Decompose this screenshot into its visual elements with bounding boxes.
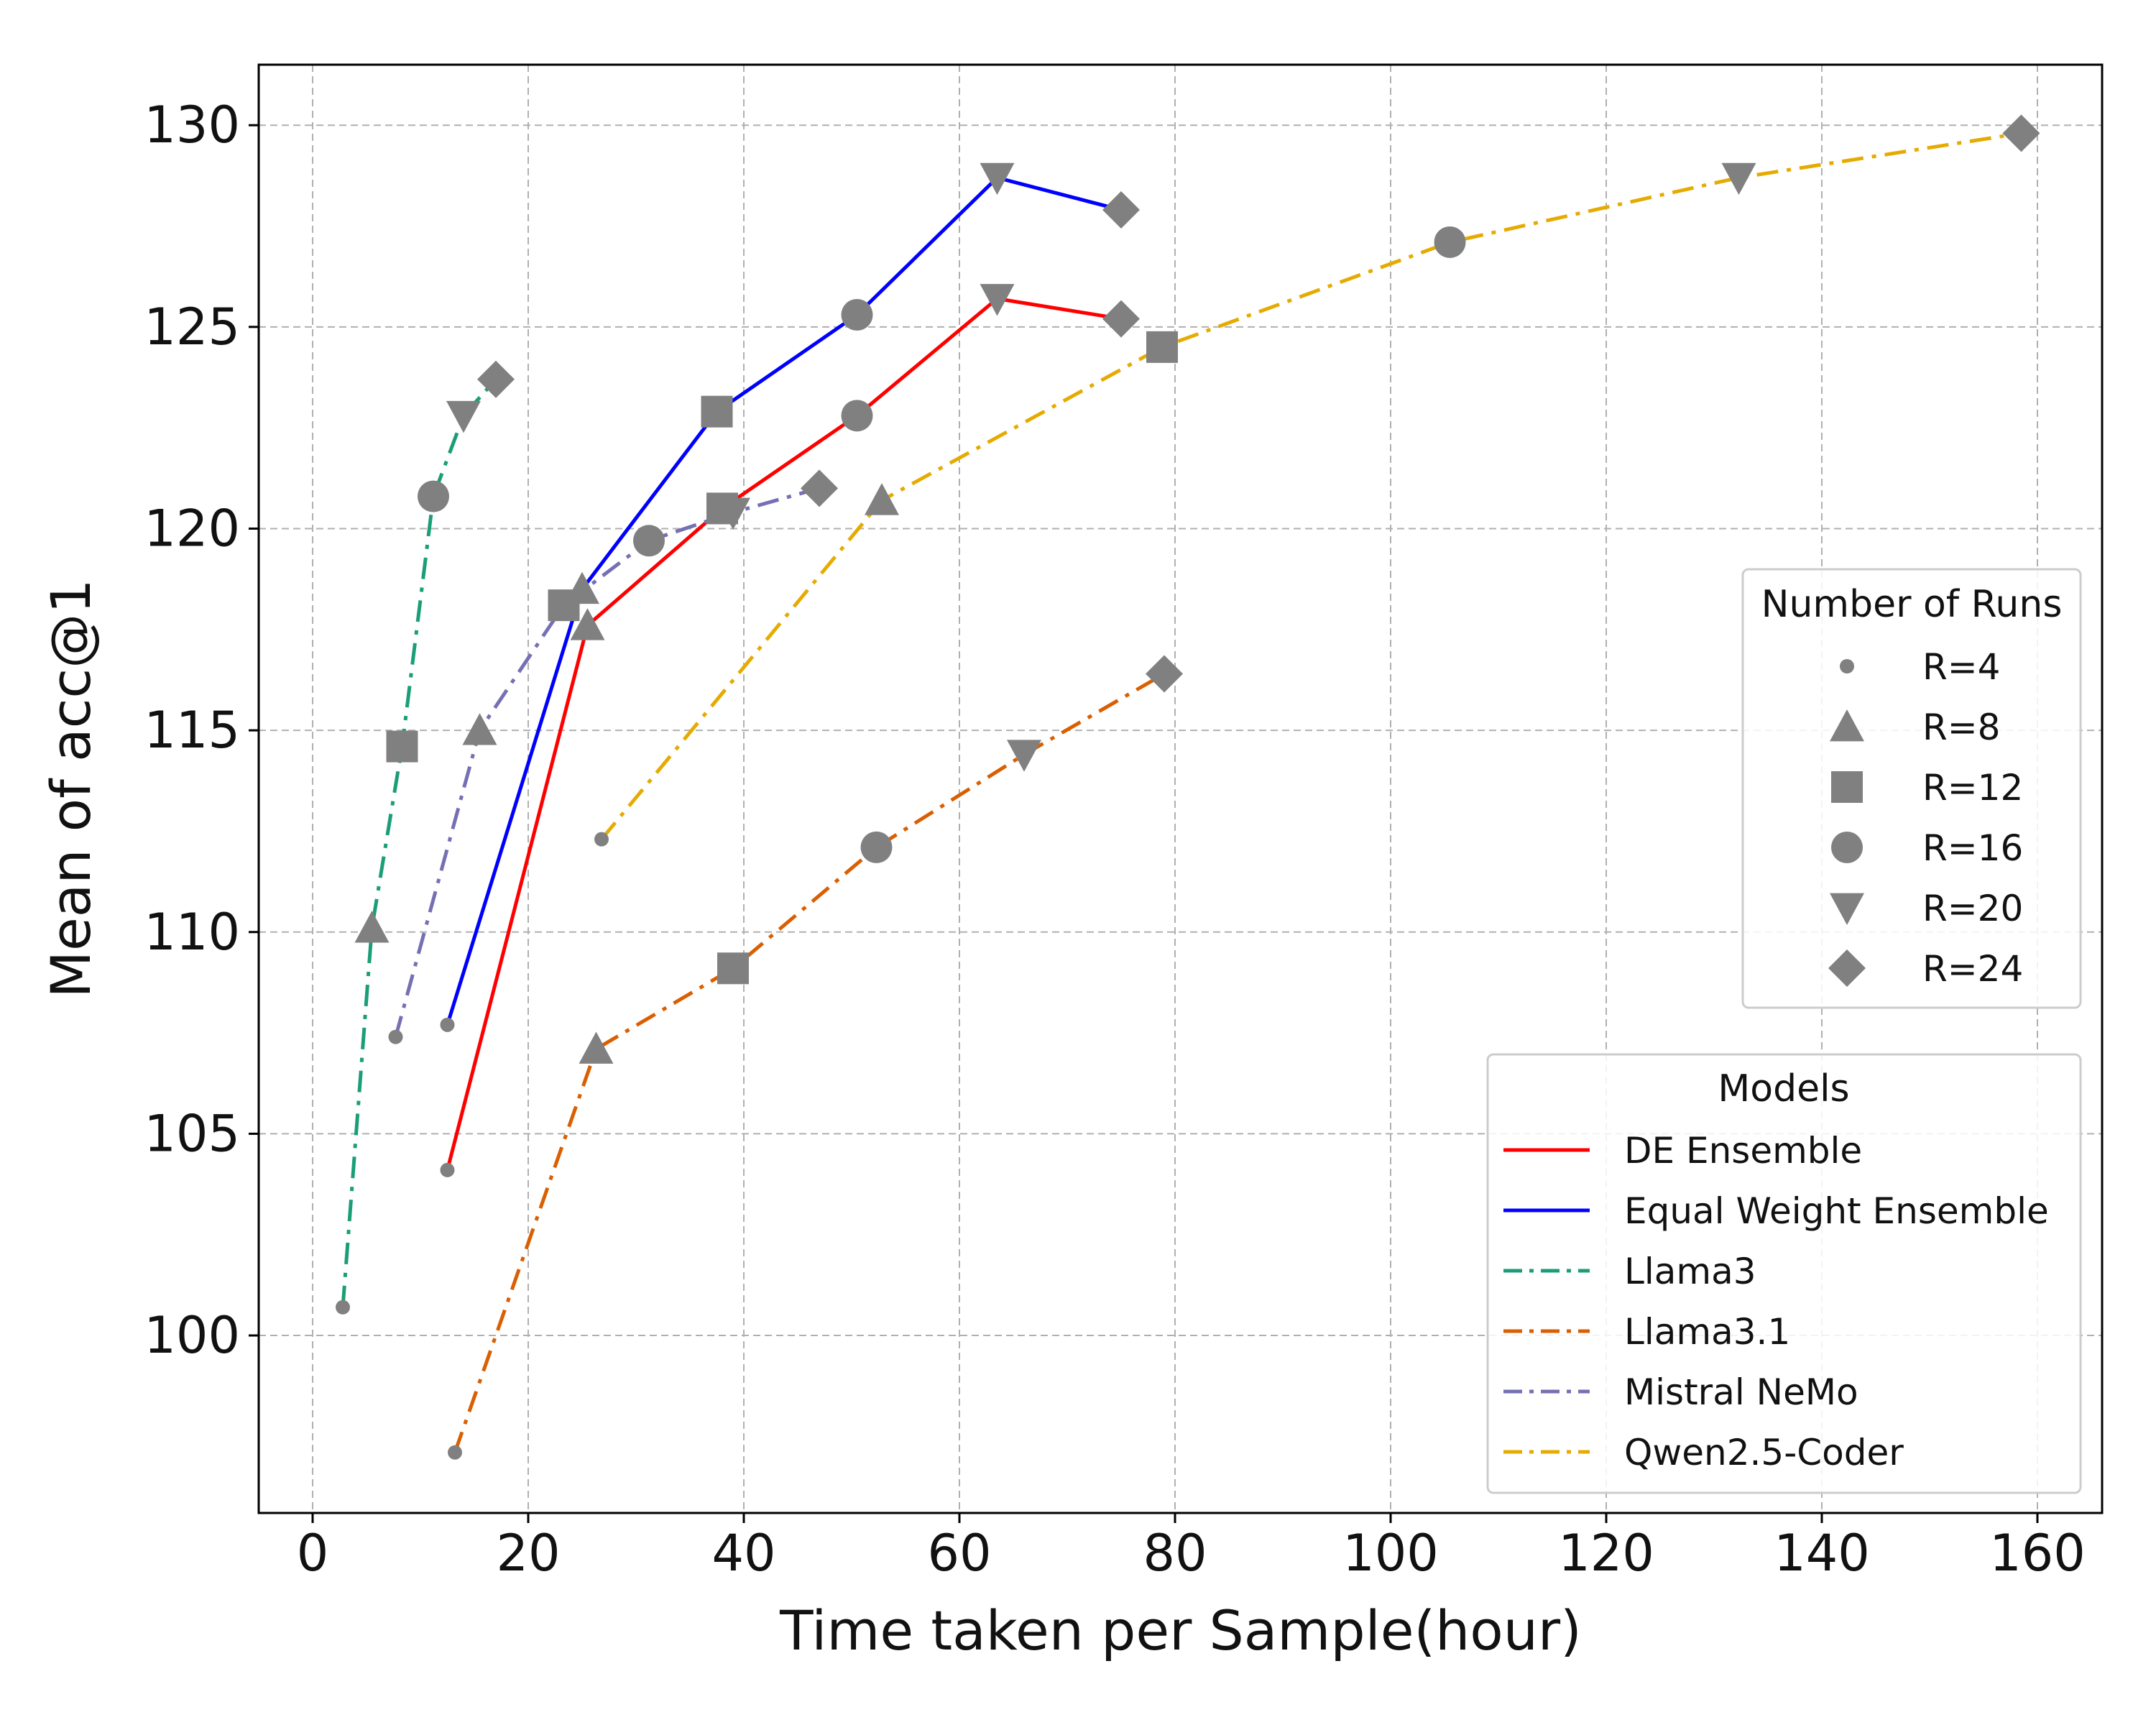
- axis-ticks: 0 20 40 60 80 100 120 140 160 100 105 110 115 120 125 1…: [144, 96, 2085, 1583]
- data-point-mistral-nemo-r-24: [801, 469, 838, 507]
- y-axis-label: Mean of acc@1: [39, 579, 103, 998]
- runs-legend-label: R=24: [1922, 948, 2023, 990]
- x-tick-label: 160: [1989, 1524, 2086, 1583]
- models-legend-title: Models: [1718, 1067, 1849, 1110]
- runs-legend-marker-r-4: [1840, 659, 1854, 673]
- runs-legend-label: R=16: [1922, 827, 2023, 869]
- data-point-llama3-1-r-16: [860, 831, 893, 863]
- data-point-llama3-r-24: [477, 360, 515, 398]
- data-point-llama3-r-8: [354, 911, 390, 943]
- data-point-llama3-r-16: [418, 480, 449, 512]
- y-tick-label: 105: [144, 1104, 240, 1163]
- plot-frame: [257, 63, 2104, 1514]
- x-tick-label: 60: [927, 1524, 991, 1583]
- x-tick-label: 140: [1774, 1524, 1870, 1583]
- data-point-de-ensemble-r-20: [980, 284, 1015, 316]
- series-markers: [336, 114, 2040, 1460]
- models-legend-box: [1486, 1053, 2082, 1494]
- data-point-equal-weight-ensemble-r-12: [701, 395, 733, 428]
- y-tick-label: 115: [144, 701, 240, 760]
- models-legend-label: DE Ensemble: [1624, 1130, 1862, 1172]
- data-point-qwen2-5-coder-r-8: [865, 483, 899, 515]
- data-point-mistral-nemo-r-4: [388, 1029, 403, 1044]
- data-point-equal-weight-ensemble-r-20: [980, 162, 1015, 196]
- series-line-equal-weight-ensemble: [446, 175, 1122, 1026]
- data-point-llama3-r-4: [336, 1300, 350, 1315]
- series-line-mistral-nemo: [394, 486, 820, 1038]
- data-point-de-ensemble-r-4: [440, 1162, 455, 1177]
- runs-legend-marker-r-20: [1830, 893, 1864, 925]
- data-point-de-ensemble-r-8: [570, 608, 605, 640]
- data-point-llama3-r-12: [386, 730, 418, 763]
- series-line-llama3-1: [453, 672, 1166, 1453]
- series-line-qwen2-5-coder: [600, 131, 2022, 841]
- runs-legend-marker-r-16: [1831, 832, 1863, 863]
- runs-legend-box: [1741, 568, 2082, 1009]
- runs-legend-label: R=20: [1922, 888, 2023, 929]
- data-point-llama3-1-r-12: [717, 952, 749, 985]
- runs-legend-label: R=12: [1922, 767, 2023, 809]
- data-point-llama3-1-r-20: [1007, 740, 1041, 772]
- data-point-qwen2-5-coder-r-12: [1146, 331, 1178, 363]
- data-point-qwen2-5-coder-r-16: [1434, 226, 1466, 258]
- data-point-equal-weight-ensemble-r-4: [440, 1017, 455, 1032]
- y-tick-label: 125: [144, 298, 240, 356]
- data-point-llama3-r-20: [446, 400, 481, 433]
- data-point-equal-weight-ensemble-r-16: [841, 298, 873, 331]
- data-point-qwen2-5-coder-r-20: [1721, 162, 1756, 196]
- data-point-equal-weight-ensemble-r-24: [1102, 191, 1140, 229]
- x-tick-label: 40: [711, 1524, 775, 1583]
- data-point-mistral-nemo-r-16: [633, 525, 665, 557]
- models-legend-label: Equal Weight Ensemble: [1624, 1190, 2049, 1232]
- data-point-llama3-1-r-24: [1146, 655, 1183, 693]
- y-tick-label: 110: [144, 903, 240, 962]
- models-legend-label: Qwen2.5-Coder: [1624, 1432, 1904, 1473]
- data-point-mistral-nemo-r-20: [716, 497, 750, 530]
- y-tick-label: 130: [144, 96, 240, 155]
- data-point-mistral-nemo-r-8: [462, 713, 497, 745]
- data-point-de-ensemble-r-24: [1102, 300, 1140, 338]
- y-tick-label: 120: [144, 499, 240, 558]
- series-lines: [341, 131, 2022, 1453]
- runs-legend-marker-r-12: [1831, 771, 1863, 803]
- data-point-llama3-1-r-8: [579, 1031, 614, 1064]
- x-tick-label: 0: [297, 1524, 329, 1583]
- runs-legend: Number of Runs R=4 R=8 R=12 R=16 R=20 R=24: [1741, 568, 2082, 1009]
- data-point-qwen2-5-coder-r-24: [2002, 114, 2040, 152]
- data-point-mistral-nemo-r-12: [548, 589, 580, 622]
- series-line-de-ensemble: [446, 297, 1122, 1171]
- runs-legend-marker-r-8: [1830, 709, 1864, 742]
- y-tick-label: 100: [144, 1306, 240, 1365]
- data-point-llama3-1-r-4: [448, 1445, 462, 1460]
- x-tick-label: 20: [496, 1524, 560, 1583]
- x-tick-label: 100: [1342, 1524, 1439, 1583]
- models-legend-label: Llama3: [1624, 1251, 1756, 1292]
- data-point-de-ensemble-r-16: [841, 400, 873, 432]
- x-tick-label: 80: [1143, 1524, 1207, 1583]
- models-legend: Models DE Ensemble Equal Weight Ensemble L…: [1486, 1053, 2082, 1494]
- x-axis-label: Time taken per Sample(hour): [779, 1598, 1582, 1662]
- models-legend-label: Llama3.1: [1624, 1311, 1790, 1353]
- x-tick-label: 120: [1558, 1524, 1654, 1583]
- runs-legend-label: R=8: [1922, 707, 2000, 748]
- models-legend-label: Mistral NeMo: [1624, 1371, 1858, 1413]
- runs-legend-marker-r-24: [1828, 949, 1866, 987]
- runs-legend-label: R=4: [1922, 646, 2000, 688]
- runs-legend-title: Number of Runs: [1761, 583, 2063, 626]
- data-point-qwen2-5-coder-r-4: [594, 832, 609, 847]
